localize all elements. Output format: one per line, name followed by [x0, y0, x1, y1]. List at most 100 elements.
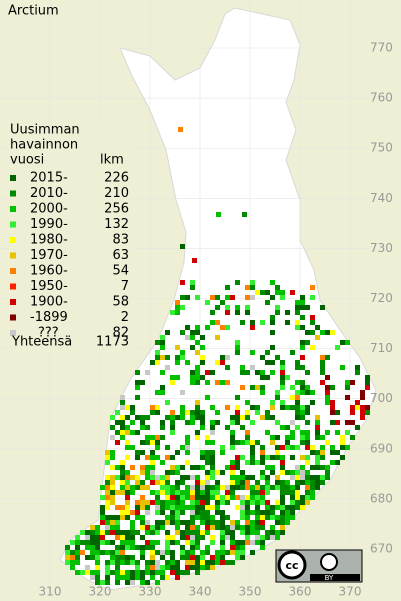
observation-square [180, 355, 185, 360]
observation-square [130, 525, 135, 530]
observation-square [160, 565, 165, 570]
observation-square [320, 305, 325, 310]
observation-square [145, 565, 150, 570]
observation-square [155, 455, 160, 460]
observation-square [270, 320, 275, 325]
observation-square [235, 405, 240, 410]
observation-square [195, 365, 200, 370]
observation-square [155, 525, 160, 530]
legend-count: 83 [112, 233, 129, 248]
legend-background [6, 120, 136, 352]
observation-square [290, 475, 295, 480]
observation-square [125, 415, 130, 420]
observation-square [325, 385, 330, 390]
observation-square [330, 450, 335, 455]
observation-square [200, 360, 205, 365]
observation-square [140, 450, 145, 455]
observation-square [305, 390, 310, 395]
observation-square [325, 395, 330, 400]
observation-square [310, 475, 315, 480]
observation-square [265, 485, 270, 490]
legend-label: 1960- [30, 264, 68, 279]
observation-square [65, 550, 70, 555]
observation-square [75, 555, 80, 560]
observation-square [245, 475, 250, 480]
observation-square [230, 470, 235, 475]
observation-square [120, 530, 125, 535]
observation-square [135, 505, 140, 510]
observation-square [130, 530, 135, 535]
observation-square [145, 570, 150, 575]
observation-square [360, 395, 365, 400]
observation-square [185, 490, 190, 495]
observation-square [100, 485, 105, 490]
observation-square [305, 370, 310, 375]
observation-square [240, 370, 245, 375]
observation-square [355, 405, 360, 410]
observation-square [125, 505, 130, 510]
observation-square [105, 560, 110, 565]
observation-square [110, 450, 115, 455]
observation-square [330, 385, 335, 390]
observation-square [340, 445, 345, 450]
legend-heading: Uusimman [10, 123, 80, 138]
observation-square [145, 525, 150, 530]
cc-icon [277, 550, 307, 580]
observation-square [180, 305, 185, 310]
observation-square [70, 560, 75, 565]
observation-square [340, 455, 345, 460]
observation-square [205, 470, 210, 475]
observation-square [255, 525, 260, 530]
observation-square [320, 475, 325, 480]
observation-square [205, 370, 210, 375]
observation-square [190, 415, 195, 420]
legend-count: 210 [104, 186, 129, 201]
observation-square [165, 480, 170, 485]
y-tick-label: 760 [370, 91, 393, 105]
observation-square [305, 405, 310, 410]
legend-count: 54 [112, 264, 129, 279]
observation-square [180, 530, 185, 535]
observation-square [155, 355, 160, 360]
observation-square [165, 330, 170, 335]
observation-square [180, 550, 185, 555]
observation-square [165, 560, 170, 565]
observation-square [160, 370, 165, 375]
observation-square [175, 480, 180, 485]
observation-square [290, 485, 295, 490]
observation-square [160, 505, 165, 510]
observation-square [290, 455, 295, 460]
y-tick-label: 720 [370, 291, 393, 305]
observation-square [125, 405, 130, 410]
observation-square [235, 520, 240, 525]
observation-square [325, 330, 330, 335]
observation-square [290, 405, 295, 410]
observation-square [225, 485, 230, 490]
observation-square [140, 555, 145, 560]
observation-square [335, 460, 340, 465]
observation-square [240, 550, 245, 555]
observation-square [135, 380, 140, 385]
observation-square [130, 520, 135, 525]
observation-square [180, 545, 185, 550]
observation-square [110, 490, 115, 495]
observation-square [290, 430, 295, 435]
observation-square [325, 465, 330, 470]
observation-square [205, 510, 210, 515]
observation-square [260, 460, 265, 465]
observation-square [235, 505, 240, 510]
observation-square [300, 325, 305, 330]
observation-square [170, 520, 175, 525]
observation-square [205, 545, 210, 550]
legend-swatch [10, 190, 16, 197]
observation-square [180, 330, 185, 335]
observation-square [365, 380, 370, 385]
observation-square [125, 425, 130, 430]
observation-square [230, 295, 235, 300]
observation-square [110, 560, 115, 565]
observation-square [170, 535, 175, 540]
observation-square [300, 495, 305, 500]
observation-square [145, 520, 150, 525]
observation-square [260, 515, 265, 520]
observation-square [260, 500, 265, 505]
